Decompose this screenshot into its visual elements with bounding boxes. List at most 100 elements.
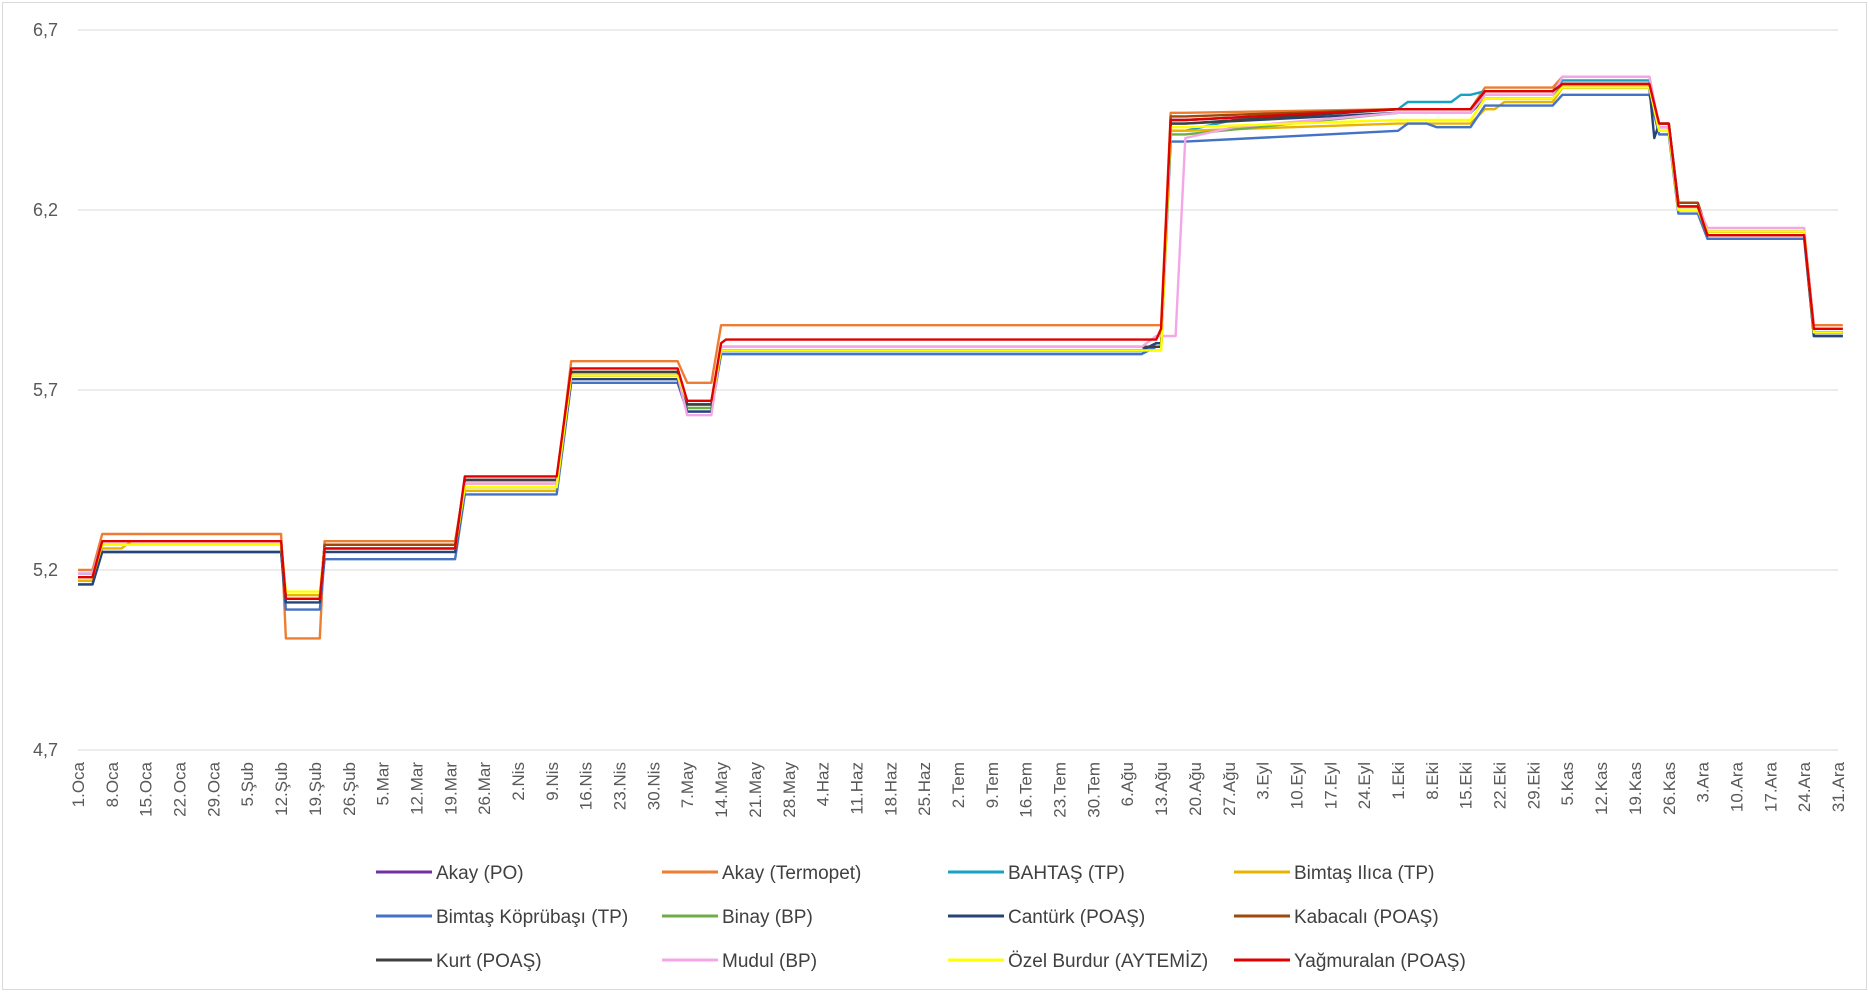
x-tick-label: 16.Tem	[1017, 762, 1036, 818]
x-tick-label: 5.Şub	[238, 762, 257, 806]
legend-item: BAHTAŞ (TP)	[948, 863, 1125, 884]
x-tick-label: 23.Nis	[611, 762, 630, 810]
x-tick-label: 1.Eki	[1389, 762, 1408, 800]
x-tick-label: 24.Eyl	[1355, 762, 1374, 809]
x-tick-label: 21.May	[746, 762, 765, 818]
legend-item: Yağmuralan (POAŞ)	[1234, 951, 1466, 972]
x-tick-label: 6.Ağu	[1118, 762, 1137, 806]
legend-label: Kurt (POAŞ)	[436, 951, 542, 972]
x-tick-label: 12.Kas	[1592, 762, 1611, 815]
legend-item: Kurt (POAŞ)	[376, 951, 542, 972]
x-tick-label: 19.Şub	[306, 762, 325, 816]
x-tick-label: 5.Kas	[1558, 762, 1577, 805]
x-tick-label: 8.Oca	[103, 761, 122, 807]
legend-label: Akay (PO)	[436, 863, 524, 884]
legend-label: Kabacalı (POAŞ)	[1294, 907, 1439, 928]
legend-label: Özel Burdur (AYTEMİZ)	[1008, 951, 1208, 972]
x-tick-label: 29.Eki	[1524, 762, 1543, 809]
x-tick-label: 24.Ara	[1795, 761, 1814, 812]
series-line-bimta-k-pr-ba-tp-	[78, 93, 1843, 611]
x-tick-label: 1.Oca	[69, 761, 88, 807]
y-tick-label: 6,2	[33, 200, 58, 220]
x-tick-label: 26.Şub	[340, 762, 359, 816]
x-tick-label: 7.May	[678, 762, 697, 809]
x-tick-label: 12.Şub	[272, 762, 291, 816]
x-tick-label: 26.Mar	[475, 762, 494, 815]
x-tick-label: 19.Mar	[441, 762, 460, 815]
legend-label: Bimtaş Ilıca (TP)	[1294, 863, 1434, 884]
x-tick-label: 22.Eki	[1491, 762, 1510, 809]
x-tick-label: 2.Nis	[509, 762, 528, 801]
x-tick-label: 16.Nis	[577, 762, 596, 810]
x-tick-label: 29.Oca	[204, 761, 223, 816]
x-tick-label: 12.Mar	[407, 762, 426, 815]
legend-item: Bimtaş Köprübaşı (TP)	[376, 907, 628, 928]
x-tick-label: 3.Eyl	[1254, 762, 1273, 800]
y-tick-label: 4,7	[33, 740, 58, 760]
legend-item: Akay (PO)	[376, 863, 524, 884]
x-tick-label: 10.Eyl	[1287, 762, 1306, 809]
x-tick-label: 17.Eyl	[1321, 762, 1340, 809]
legend-item: Cantürk (POAŞ)	[948, 907, 1145, 928]
gridlines	[78, 29, 1838, 751]
legend-label: Cantürk (POAŞ)	[1008, 907, 1145, 928]
x-tick-label: 31.Ara	[1829, 761, 1848, 812]
x-tick-label: 19.Kas	[1626, 762, 1645, 815]
x-tick-label: 27.Ağu	[1220, 762, 1239, 816]
y-tick-label: 5,2	[33, 560, 58, 580]
x-tick-label: 15.Oca	[137, 761, 156, 816]
legend-label: BAHTAŞ (TP)	[1008, 863, 1125, 884]
x-tick-label: 5.Mar	[374, 762, 393, 806]
legend-item: Özel Burdur (AYTEMİZ)	[948, 951, 1208, 972]
x-tick-label: 11.Haz	[847, 762, 866, 815]
x-axis-ticks: 1.Oca 8.Oca 15.Oca 22.Oca 29.Oca 5.Şub 12.Şub 1…	[69, 761, 1848, 817]
series-lines	[78, 75, 1843, 640]
x-tick-label: 13.Ağu	[1152, 762, 1171, 816]
legend-label: Mudul (BP)	[722, 951, 817, 972]
x-tick-label: 10.Ara	[1727, 761, 1746, 812]
legend-label: Akay (Termopet)	[722, 863, 861, 884]
x-tick-label: 28.May	[780, 762, 799, 818]
x-tick-label: 2.Tem	[949, 762, 968, 808]
legend-label: Binay (BP)	[722, 907, 813, 928]
x-tick-label: 22.Oca	[171, 761, 190, 816]
series-line-ya-muralan-poa-	[78, 82, 1843, 600]
series-line-mudul-bp-	[78, 75, 1843, 600]
legend-label: Yağmuralan (POAŞ)	[1294, 951, 1466, 972]
x-tick-label: 15.Eki	[1457, 762, 1476, 809]
x-tick-label: 9.Nis	[543, 762, 562, 801]
x-tick-label: 26.Kas	[1660, 762, 1679, 815]
y-axis-ticks: 4,7 5,2 5,7 6,2 6,7	[33, 20, 58, 760]
x-tick-label: 4.Haz	[814, 762, 833, 806]
series-line-cant-rk-poa-	[78, 86, 1843, 604]
legend-item: Mudul (BP)	[662, 951, 817, 972]
legend-item: Binay (BP)	[662, 907, 813, 928]
x-tick-label: 9.Tem	[983, 762, 1002, 808]
series-line-bimta-il-ca-tp-	[78, 86, 1843, 597]
series-line-kabacal-poa-	[78, 82, 1843, 600]
series-line-akay-termopet-	[78, 75, 1843, 640]
x-tick-label: 30.Tem	[1084, 762, 1103, 818]
legend-item: Kabacalı (POAŞ)	[1234, 907, 1439, 928]
legend-item: Bimtaş Ilıca (TP)	[1234, 863, 1434, 884]
x-tick-label: 30.Nis	[644, 762, 663, 810]
legend-item: Akay (Termopet)	[662, 863, 861, 884]
legend: Akay (PO) Akay (Termopet) BAHTAŞ (TP) Bimta…	[376, 863, 1466, 972]
y-tick-label: 5,7	[33, 380, 58, 400]
x-tick-label: 23.Tem	[1051, 762, 1070, 818]
series-line-akay-po-	[78, 82, 1843, 600]
series-line-binay-bp-	[78, 82, 1843, 600]
x-tick-label: 20.Ağu	[1186, 762, 1205, 816]
series-line-kurt-poa-	[78, 82, 1843, 600]
x-tick-label: 18.Haz	[881, 762, 900, 816]
y-tick-label: 6,7	[33, 20, 58, 40]
x-tick-label: 25.Haz	[915, 762, 934, 816]
x-tick-label: 14.May	[712, 762, 731, 818]
x-tick-label: 8.Eki	[1423, 762, 1442, 800]
x-tick-label: 17.Ara	[1761, 761, 1780, 812]
x-tick-label: 3.Ara	[1694, 761, 1713, 802]
legend-label: Bimtaş Köprübaşı (TP)	[436, 907, 628, 928]
